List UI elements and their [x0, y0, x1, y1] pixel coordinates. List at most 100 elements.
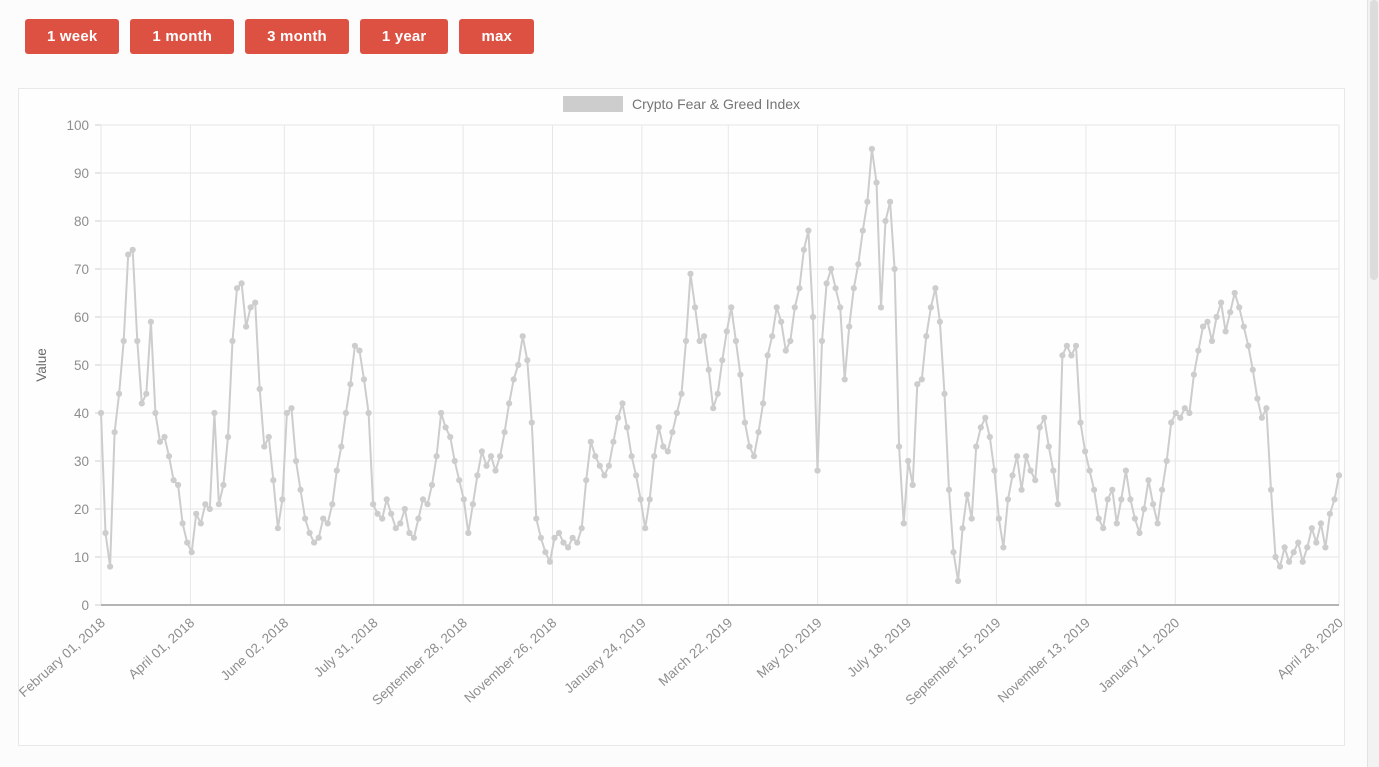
- data-point: [492, 467, 499, 474]
- data-point: [1231, 289, 1238, 297]
- data-point: [882, 217, 889, 225]
- range-button-1-year[interactable]: 1 year: [359, 19, 449, 54]
- data-point: [1335, 472, 1343, 479]
- data-point: [447, 433, 454, 441]
- y-tick-label: 20: [74, 502, 89, 517]
- range-button-3-month[interactable]: 3 month: [245, 19, 349, 54]
- y-tick-label: 90: [74, 166, 89, 181]
- data-point: [646, 496, 653, 503]
- data-point: [1127, 496, 1134, 503]
- data-point: [270, 477, 277, 484]
- range-button-1-month[interactable]: 1 month: [130, 19, 235, 54]
- x-tick-label: September 15, 2019: [902, 615, 1003, 708]
- data-point: [760, 400, 767, 407]
- data-point: [1091, 486, 1098, 493]
- data-point: [506, 400, 513, 407]
- fear-greed-line-chart[interactable]: 0 10 20 30 40 50 60 70 80 90 100 February 01, 2018 A…: [19, 89, 1344, 745]
- data-point: [633, 472, 640, 479]
- data-point: [664, 448, 671, 455]
- data-point: [379, 515, 386, 522]
- data-point: [877, 304, 885, 311]
- data-point: [165, 453, 173, 460]
- data-point: [995, 515, 1003, 522]
- vertical-scrollbar[interactable]: [1367, 0, 1379, 767]
- data-point: [560, 539, 567, 546]
- data-point: [1082, 448, 1089, 455]
- data-point: [1140, 505, 1148, 513]
- data-point: [982, 414, 989, 421]
- data-point: [215, 501, 222, 508]
- data-point: [229, 337, 236, 345]
- data-point: [791, 304, 798, 311]
- data-point: [1245, 342, 1252, 349]
- data-point: [1317, 520, 1324, 527]
- data-point: [478, 448, 485, 455]
- data-point: [968, 515, 975, 522]
- data-point: [1299, 558, 1306, 565]
- data-point: [583, 477, 590, 484]
- data-point: [152, 409, 159, 417]
- data-point: [433, 453, 440, 460]
- data-point: [1050, 467, 1057, 474]
- data-point: [302, 515, 309, 522]
- data-point: [184, 539, 191, 546]
- data-point: [442, 424, 449, 431]
- data-point: [660, 443, 667, 450]
- data-point: [601, 472, 608, 479]
- data-point: [950, 549, 957, 556]
- data-point: [1063, 342, 1070, 349]
- data-point: [1136, 529, 1143, 537]
- y-tick-label: 30: [74, 454, 89, 469]
- data-point: [125, 251, 132, 258]
- data-point: [832, 285, 839, 292]
- data-point: [351, 342, 358, 349]
- x-tick-label: February 01, 2018: [19, 615, 108, 700]
- legend-label: Crypto Fear & Greed Index: [631, 96, 801, 112]
- data-point: [823, 280, 830, 287]
- data-point: [614, 414, 622, 421]
- y-axis-title: Value: [34, 348, 49, 382]
- data-point: [1254, 395, 1261, 402]
- data-point: [1131, 515, 1138, 522]
- data-point: [710, 405, 717, 412]
- data-point: [233, 285, 241, 292]
- x-tick-label: June 02, 2018: [218, 615, 292, 683]
- data-point: [809, 313, 817, 321]
- data-point: [542, 549, 549, 556]
- data-point: [175, 481, 182, 489]
- data-point: [565, 544, 572, 551]
- data-point: [1000, 544, 1007, 551]
- data-point: [773, 304, 780, 311]
- data-point: [107, 563, 114, 570]
- data-point: [370, 501, 377, 508]
- data-point: [1086, 467, 1093, 474]
- range-button-max[interactable]: max: [459, 19, 535, 54]
- data-point: [936, 318, 944, 325]
- data-point: [555, 529, 563, 537]
- data-point: [193, 510, 200, 517]
- data-point: [292, 457, 300, 465]
- data-point: [1172, 409, 1179, 417]
- data-point: [134, 337, 141, 345]
- scrollbar-thumb[interactable]: [1370, 0, 1378, 280]
- range-button-1-week[interactable]: 1 week: [25, 19, 120, 54]
- data-point: [905, 457, 912, 465]
- data-point: [1059, 352, 1066, 359]
- data-point: [1281, 544, 1288, 551]
- data-point: [1041, 414, 1048, 421]
- data-point: [487, 453, 495, 460]
- data-point: [143, 390, 150, 397]
- data-point: [1018, 486, 1025, 493]
- data-point: [732, 337, 740, 345]
- data-point: [537, 534, 545, 541]
- data-point: [428, 481, 436, 489]
- x-tick-label: November 13, 2019: [995, 615, 1093, 705]
- data-point: [1326, 510, 1333, 517]
- data-point: [1109, 486, 1116, 493]
- legend-item[interactable]: Crypto Fear & Greed Index: [19, 96, 1344, 112]
- data-point: [828, 265, 835, 273]
- data-point: [365, 409, 372, 417]
- data-point: [977, 424, 984, 431]
- x-tick-label: May 20, 2019: [754, 615, 825, 681]
- data-point: [610, 438, 617, 445]
